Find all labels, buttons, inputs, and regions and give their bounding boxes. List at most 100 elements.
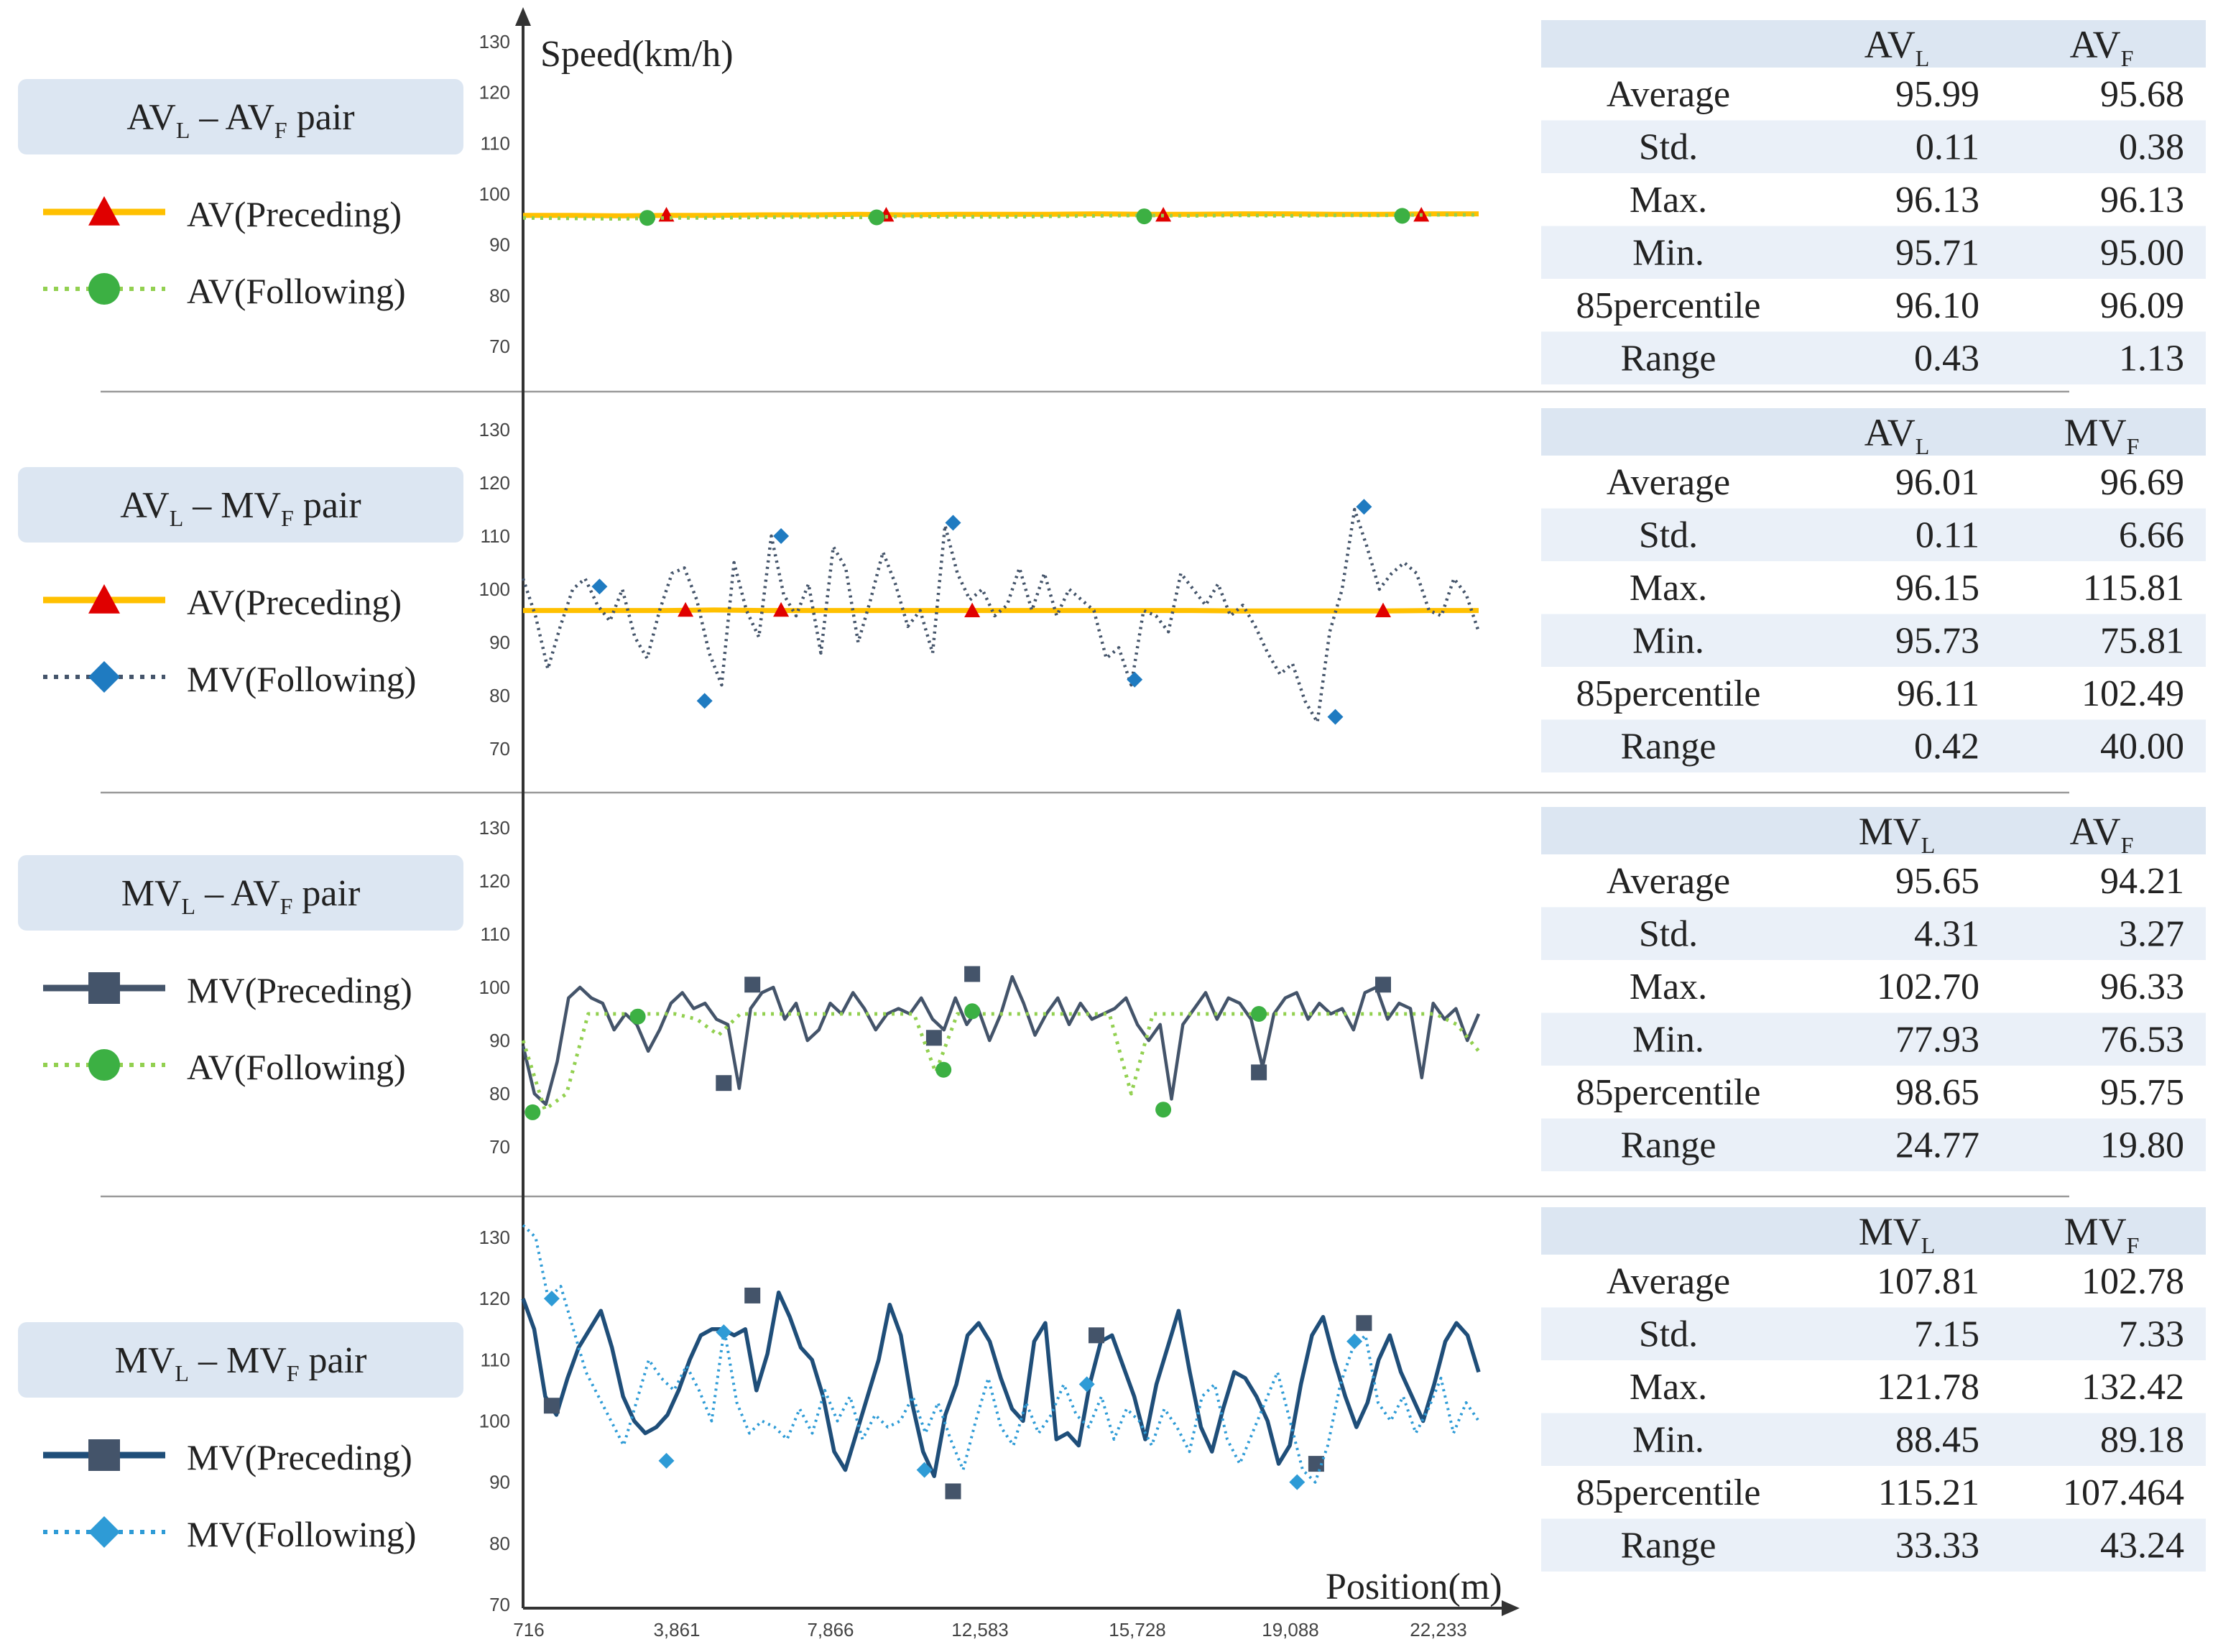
y-tick-label: 90 xyxy=(489,1472,510,1493)
series-marker xyxy=(88,661,120,693)
stats-value-2: 43.24 xyxy=(2100,1526,2184,1566)
series-marker xyxy=(88,1049,120,1081)
y-tick-label: 80 xyxy=(489,1533,510,1554)
stats-header-main: AV xyxy=(2070,810,2121,853)
stats-row-label: Max. xyxy=(1630,1367,1707,1408)
pair-label-part: – xyxy=(189,1340,226,1381)
stats-row-label: 85percentile xyxy=(1576,1472,1761,1513)
stats-row-label: 85percentile xyxy=(1576,285,1761,326)
stats-value-2: 102.78 xyxy=(2081,1261,2184,1302)
stats-value-1: 98.65 xyxy=(1895,1072,1979,1113)
series-marker xyxy=(88,196,120,226)
legend-label: MV(Preceding) xyxy=(187,1437,412,1477)
stats-value-1: 107.81 xyxy=(1877,1261,1979,1302)
stats-value-2: 95.68 xyxy=(2100,74,2184,115)
pair-label: MVL – MVF pair xyxy=(115,1340,367,1386)
stats-value-1: 77.93 xyxy=(1895,1020,1979,1061)
stats-row-label: Std. xyxy=(1639,515,1698,556)
series-marker xyxy=(678,601,694,617)
y-tick-label: 100 xyxy=(479,183,510,205)
pair-label-part: pair xyxy=(294,485,361,526)
y-tick-label: 130 xyxy=(479,419,510,440)
series-marker xyxy=(88,273,120,305)
stats-row-label: 85percentile xyxy=(1576,1072,1761,1113)
legend-item: MV(Preceding) xyxy=(43,1437,412,1477)
pair-label-part: – xyxy=(190,97,225,138)
series-marker xyxy=(744,1287,761,1303)
stats-header-main: MV xyxy=(2064,1210,2127,1253)
stats-row-label: Range xyxy=(1621,338,1716,379)
y-tick-label: 90 xyxy=(489,632,510,653)
stats-col1-header: AVL xyxy=(1864,23,1930,71)
pair-label-sub: L xyxy=(170,505,184,531)
stats-header-main: AV xyxy=(1864,23,1916,66)
legend-label: AV(Preceding) xyxy=(187,582,402,622)
y-tick-label: 80 xyxy=(489,285,510,306)
series-marker xyxy=(744,977,761,993)
stats-row-label: Max. xyxy=(1630,966,1707,1007)
stats-row-label: Std. xyxy=(1639,1314,1698,1355)
legend-item: MV(Following) xyxy=(43,1514,416,1554)
stats-value-1: 4.31 xyxy=(1914,914,1979,955)
x-tick-label: 7,866 xyxy=(807,1619,854,1641)
stats-row-bg xyxy=(1541,226,2206,279)
stats-col1-header: AVL xyxy=(1864,411,1930,459)
pair-label-part: pair xyxy=(300,1340,367,1381)
stats-value-1: 95.99 xyxy=(1895,74,1979,115)
stats-value-1: 24.77 xyxy=(1895,1125,1979,1166)
stats-row-bg xyxy=(1541,1307,2206,1360)
series-marker xyxy=(629,1008,646,1025)
pair-label-sub: F xyxy=(287,1360,300,1386)
pair-label-part: AV xyxy=(120,485,169,526)
stats-col1-header: MVL xyxy=(1859,1210,1936,1258)
series-marker xyxy=(869,209,885,226)
stats-value-2: 95.75 xyxy=(2100,1072,2184,1113)
y-tick-label: 90 xyxy=(489,234,510,256)
stats-value-1: 7.15 xyxy=(1914,1314,1979,1355)
stats-value-2: 94.21 xyxy=(2100,861,2184,902)
stats-header-bg xyxy=(1541,20,2206,68)
series-marker xyxy=(916,1462,933,1478)
y-tick-label: 80 xyxy=(489,685,510,706)
stats-value-1: 96.11 xyxy=(1897,673,1979,714)
stats-header-main: MV xyxy=(2064,411,2127,454)
stats-header-bg xyxy=(1541,1207,2206,1255)
y-tick-label: 100 xyxy=(479,977,510,998)
stats-value-1: 33.33 xyxy=(1895,1526,1979,1566)
series-marker xyxy=(1136,208,1152,225)
series-marker xyxy=(1089,1327,1104,1344)
y-axis-label: Speed(km/h) xyxy=(540,34,734,75)
stats-value-1: 96.01 xyxy=(1895,462,1979,503)
legend-item: AV(Preceding) xyxy=(43,194,402,234)
stats-value-1: 96.13 xyxy=(1895,180,1979,221)
stats-value-2: 107.464 xyxy=(2063,1472,2184,1513)
legend-item: AV(Following) xyxy=(43,1047,406,1087)
stats-col1-header: MVL xyxy=(1859,810,1936,858)
y-tick-label: 110 xyxy=(481,923,510,945)
pair-label-part: MV xyxy=(226,1340,287,1381)
axes: 716 3,861 7,866 12,583 15,728 19,088 22,233 xyxy=(513,7,1520,1641)
y-tick-label: 130 xyxy=(479,31,510,52)
stats-col2-header: AVF xyxy=(2070,810,2134,858)
stats-row-label: Average xyxy=(1607,462,1730,503)
stats-value-2: 96.09 xyxy=(2100,285,2184,326)
stats-col2-header: MVF xyxy=(2064,411,2140,459)
stats-value-2: 6.66 xyxy=(2119,515,2184,556)
y-tick-label: 90 xyxy=(489,1030,510,1051)
series-marker xyxy=(591,578,608,595)
series-marker xyxy=(1155,1102,1172,1118)
pair-label-sub: F xyxy=(274,117,287,143)
series-marker xyxy=(696,693,713,709)
x-tick-label: 12,583 xyxy=(951,1619,1009,1641)
stats-header-sub: F xyxy=(2127,433,2140,459)
series-line xyxy=(521,1290,1481,1478)
legend-label: AV(Preceding) xyxy=(187,194,402,234)
y-tick-label: 80 xyxy=(489,1083,510,1104)
y-tick-label: 120 xyxy=(479,82,510,103)
series-marker xyxy=(658,1452,675,1469)
stats-row-bg xyxy=(1541,907,2206,960)
pair-label-part: – xyxy=(195,873,231,914)
series-marker xyxy=(1327,709,1344,725)
